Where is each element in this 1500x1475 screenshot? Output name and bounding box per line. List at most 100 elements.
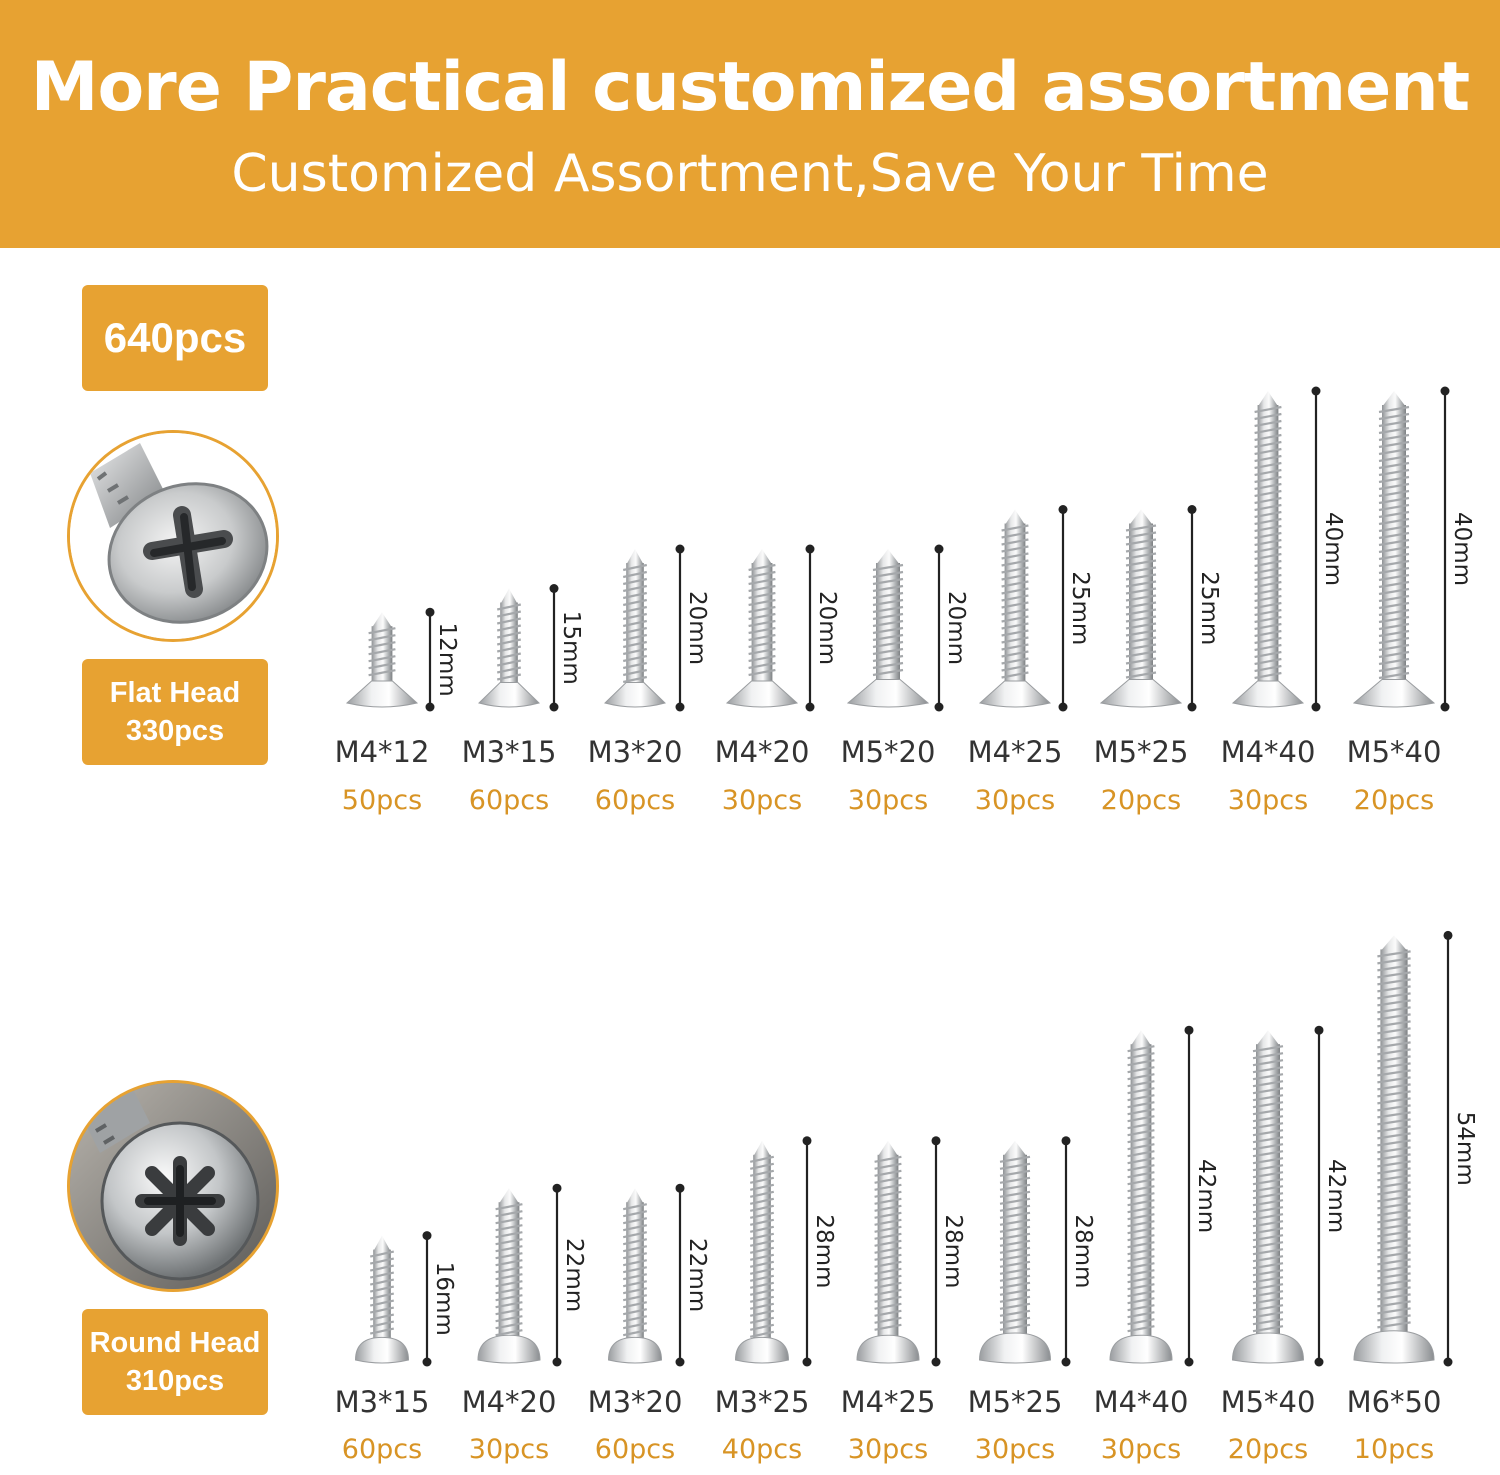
screw-quantity-label: 30pcs	[1227, 785, 1309, 816]
screw-head-round	[477, 1334, 541, 1364]
dimension-label: 20mm	[684, 591, 710, 665]
screw-thread	[1377, 1020, 1411, 1028]
total-count-text: 640pcs	[103, 314, 247, 361]
screw-thread	[495, 1315, 523, 1323]
screw-thread	[1252, 1066, 1284, 1074]
screw-tip	[1256, 1030, 1280, 1047]
screw-thread	[748, 577, 776, 586]
screw-thread	[622, 605, 648, 614]
screw-thread	[1378, 475, 1410, 484]
dimension-label: 16mm	[431, 1262, 457, 1336]
screw-thread	[749, 1232, 775, 1240]
screw-thread	[622, 1329, 648, 1337]
screw-thread	[622, 1224, 648, 1232]
screw-thread	[999, 1274, 1031, 1282]
screw-thread	[1378, 447, 1410, 456]
screw-thread	[749, 1155, 775, 1163]
page-title: More Practical customized assortment	[30, 48, 1470, 127]
screw-thread	[496, 603, 522, 611]
screw-thread	[1254, 447, 1282, 456]
dimension-line: 20mm	[805, 544, 840, 712]
screw-thread	[874, 1204, 902, 1212]
dimension-line: 40mm	[1311, 386, 1346, 712]
dimension-label: 42mm	[1193, 1159, 1219, 1233]
screw-thread	[1125, 671, 1157, 679]
screw-thread	[749, 1211, 775, 1219]
screw-thread	[1377, 1181, 1411, 1189]
screw-size-label: M4*25	[840, 1385, 936, 1419]
screw-head-flat	[978, 680, 1052, 708]
screw-size-label: M5*25	[967, 1385, 1063, 1419]
screw-thread	[999, 1190, 1031, 1198]
screw-thread	[1254, 566, 1282, 575]
screw-round-M5*25	[978, 1140, 1052, 1364]
screw-thread	[999, 1288, 1031, 1296]
screw-thread	[1254, 671, 1282, 680]
screw-thread	[1127, 1297, 1155, 1305]
screw-thread	[1127, 1108, 1155, 1116]
screw-thread	[999, 1225, 1031, 1233]
screw-size-label: M3*25	[714, 1385, 810, 1419]
screw-thread	[622, 1259, 648, 1267]
screw-thread	[622, 647, 648, 656]
screw-thread	[1377, 1195, 1411, 1203]
screw-thread	[874, 1197, 902, 1205]
screw-thread	[999, 1246, 1031, 1254]
screw-thread	[749, 1267, 775, 1275]
screw-thread	[1001, 657, 1029, 665]
screw-thread	[1001, 538, 1029, 546]
screw-quantity-label: 50pcs	[341, 785, 423, 816]
screw-head-round	[607, 1336, 663, 1364]
screw-thread	[1127, 1269, 1155, 1277]
screw-thread	[872, 612, 904, 621]
screw-thread	[999, 1302, 1031, 1310]
screw-thread	[1377, 1104, 1411, 1112]
screw-quantity-label: 60pcs	[594, 1434, 676, 1465]
screw-thread	[1127, 1115, 1155, 1123]
screw-thread	[1254, 615, 1282, 624]
screw-thread	[1377, 1321, 1411, 1329]
screw-thread	[1254, 496, 1282, 505]
screw-thread	[369, 1320, 395, 1328]
screw-thread	[748, 647, 776, 656]
screw-thread	[1254, 650, 1282, 659]
screw-thread	[1252, 1283, 1284, 1291]
screw-thread	[999, 1281, 1031, 1289]
screw-thread	[1254, 405, 1282, 414]
screw-thread	[749, 1197, 775, 1205]
screw-thread	[368, 655, 396, 663]
screw-flat-M5*25	[1099, 509, 1183, 708]
screw-thread	[622, 591, 648, 600]
screw-thread	[1252, 1290, 1284, 1298]
screw-thread	[874, 1323, 902, 1331]
dimension-end-dot	[675, 544, 685, 554]
screw-head-round	[1231, 1332, 1305, 1364]
screw-thread	[874, 1211, 902, 1219]
dimension-end-dot	[805, 702, 815, 712]
screw-thread	[1377, 1055, 1411, 1063]
dimension-end-dot	[802, 1357, 812, 1367]
screw-thread	[1378, 664, 1410, 673]
screw-thread	[1377, 1146, 1411, 1154]
screw-thread	[1377, 1293, 1411, 1301]
screw-thread	[1254, 482, 1282, 491]
screw-thread	[1377, 1279, 1411, 1287]
screw-thread	[874, 1155, 902, 1163]
screw-tip	[1257, 391, 1279, 407]
screw-thread	[1001, 664, 1029, 672]
screw-thread	[1125, 622, 1157, 630]
screw-flat-M4*25	[978, 509, 1052, 708]
screw-flat-M3*20	[604, 549, 666, 708]
screw-size-label: M4*25	[967, 735, 1063, 769]
screw-thread	[749, 1274, 775, 1282]
screw-thread	[1377, 964, 1411, 972]
dimension-end-dot	[1440, 386, 1450, 396]
dimension-label: 42mm	[1323, 1159, 1349, 1233]
screw-thread	[872, 563, 904, 572]
screw-thread	[622, 619, 648, 628]
screw-thread	[1127, 1234, 1155, 1242]
screw-thread	[495, 1322, 523, 1330]
screw-thread	[1254, 489, 1282, 498]
screw-thread	[1125, 524, 1157, 532]
screw-thread	[999, 1197, 1031, 1205]
